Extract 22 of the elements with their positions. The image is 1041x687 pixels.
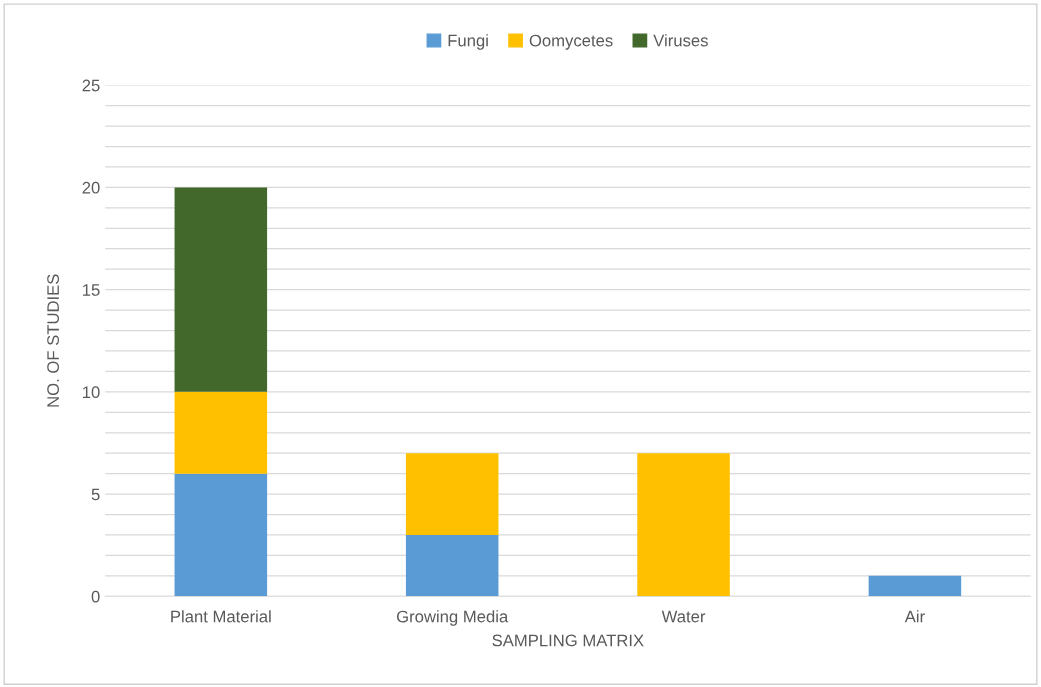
legend-label: Fungi [448,34,488,50]
bar [868,575,962,597]
bar [405,534,499,597]
x-axis-title: SAMPLING MATRIX [492,634,644,647]
bar [405,453,499,535]
x-tick-label: Plant Material [171,610,271,623]
y-axis-title: NO. OF STUDIES [47,274,59,407]
y-tick-label: 15 [83,284,100,296]
y-tick-label: 10 [83,386,100,399]
y-tick-label: 20 [82,181,100,194]
x-tick-label: Air [904,610,925,623]
y-tick-label: 0 [91,590,100,603]
bar [174,473,268,597]
bar [174,187,268,392]
bar [174,391,268,474]
legend-label: Oomycetes [529,34,613,50]
y-tick-label: 25 [82,79,100,92]
y-tick-label: 5 [91,488,100,501]
x-tick-label: Growing Media [396,610,509,626]
bar [637,453,730,597]
x-tick-label: Water [661,610,706,623]
legend-label: Viruses [653,34,708,47]
